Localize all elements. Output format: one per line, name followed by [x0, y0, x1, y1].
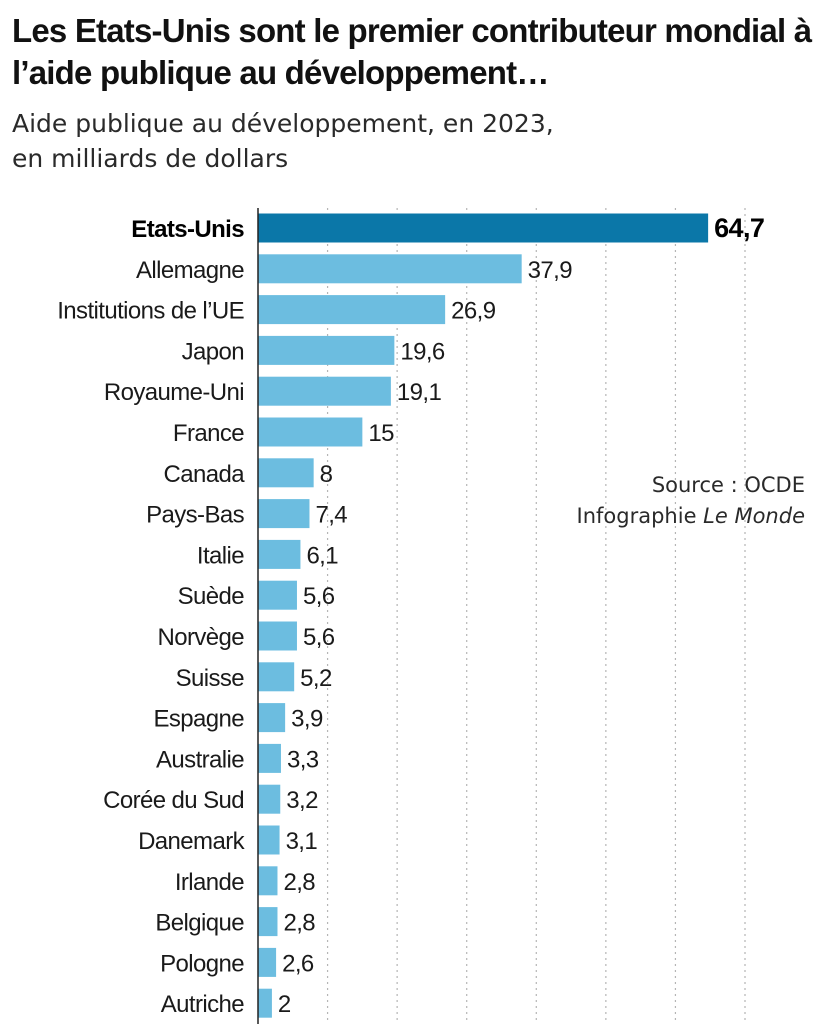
- grid-lines: [326, 208, 746, 1024]
- value-label-9: 5,6: [303, 583, 335, 610]
- value-label-13: 3,3: [287, 746, 319, 773]
- value-label-0: 64,7: [714, 213, 764, 243]
- subtitle-line-1: Aide publique au développement, en 2023,: [12, 109, 554, 138]
- category-labels: Etats-Unis Allemagne Institutions de l’UE J…: [57, 216, 246, 1018]
- value-label-8: 6,1: [306, 542, 338, 569]
- value-label-18: 2,6: [282, 950, 314, 977]
- chart-subtitle: Aide publique au développement, en 2023,…: [12, 106, 712, 176]
- category-label-13: Australie: [156, 746, 244, 773]
- bar-5: [258, 417, 363, 447]
- category-label-16: Irlande: [175, 869, 244, 896]
- bar-18: [258, 947, 277, 977]
- bar-1: [258, 254, 522, 284]
- source-note: Source : OCDE Infographie Le Monde: [577, 470, 805, 532]
- bar-0: [258, 213, 709, 243]
- bar-14: [258, 784, 281, 814]
- bar-13: [258, 743, 281, 773]
- credit-prefix: Infographie: [576, 504, 704, 528]
- value-label-17: 2,8: [283, 910, 315, 937]
- bar-11: [258, 662, 295, 692]
- source-line: Source : OCDE: [651, 473, 805, 497]
- category-label-2: Institutions de l’UE: [57, 298, 244, 325]
- value-label-19: 2: [278, 991, 291, 1018]
- bar-19: [258, 988, 272, 1018]
- category-label-1: Allemagne: [136, 257, 244, 284]
- bar-6: [258, 458, 314, 488]
- bar-17: [258, 907, 278, 937]
- category-label-18: Pologne: [160, 950, 244, 977]
- category-label-19: Autriche: [161, 991, 244, 1018]
- value-labels: 64,7 37,9 26,919,6 19,115 8 7,4 6,1 5,6 5,6 5,2 3,…: [278, 213, 765, 1018]
- bar-15: [258, 825, 280, 855]
- bar-10: [258, 621, 297, 651]
- value-label-1: 37,9: [528, 257, 573, 284]
- credit-line: Infographie Le Monde: [577, 501, 805, 532]
- bar-16: [258, 866, 278, 896]
- category-label-14: Corée du Sud: [103, 787, 244, 814]
- category-label-3: Japon: [182, 338, 244, 365]
- value-label-10: 5,6: [303, 624, 335, 651]
- bar-12: [258, 703, 286, 733]
- value-label-15: 3,1: [286, 828, 318, 855]
- bars: [258, 213, 709, 1018]
- value-label-16: 2,8: [283, 869, 315, 896]
- category-label-12: Espagne: [153, 706, 244, 733]
- value-label-2: 26,9: [451, 298, 496, 325]
- bar-9: [258, 580, 297, 610]
- category-label-0: Etats-Unis: [131, 216, 244, 243]
- bar-7: [258, 499, 310, 529]
- category-label-6: Canada: [164, 461, 246, 488]
- category-label-9: Suède: [178, 583, 245, 610]
- bar-2: [258, 295, 446, 325]
- bar-4: [258, 376, 391, 406]
- category-label-4: Royaume-Uni: [104, 379, 244, 406]
- value-label-4: 19,1: [397, 379, 442, 406]
- value-label-11: 5,2: [300, 665, 332, 692]
- category-label-8: Italie: [197, 542, 244, 569]
- value-label-14: 3,2: [286, 787, 318, 814]
- value-label-7: 7,4: [315, 502, 347, 529]
- value-label-12: 3,9: [291, 706, 323, 733]
- category-label-11: Suisse: [176, 665, 245, 692]
- category-label-7: Pays-Bas: [146, 502, 245, 529]
- category-label-15: Danemark: [138, 828, 246, 855]
- subtitle-line-2: en milliards de dollars: [12, 144, 289, 173]
- category-label-5: France: [173, 420, 244, 447]
- bar-chart: Etats-Unis Allemagne Institutions de l’UE J…: [57, 208, 765, 1024]
- category-label-17: Belgique: [155, 910, 244, 937]
- value-label-6: 8: [320, 461, 333, 488]
- value-label-5: 15: [368, 420, 394, 447]
- bar-8: [258, 539, 301, 569]
- credit-publication: Le Monde: [703, 504, 805, 528]
- chart-title: Les Etats-Unis sont le premier contribut…: [12, 12, 812, 91]
- category-label-10: Norvège: [157, 624, 244, 651]
- value-label-3: 19,6: [400, 338, 445, 365]
- bar-3: [258, 335, 395, 365]
